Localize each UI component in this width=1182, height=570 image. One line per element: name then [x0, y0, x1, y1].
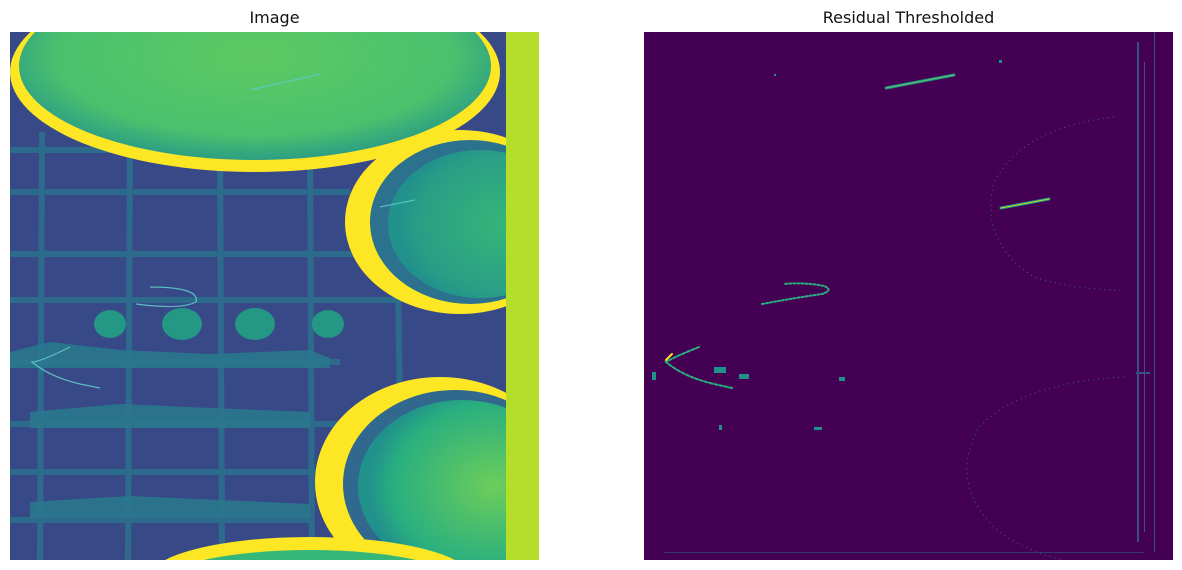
- image-heatmap: [10, 32, 539, 560]
- residual-arcs: [966, 116, 1125, 560]
- right-panel-title: Residual Thresholded: [822, 8, 995, 27]
- right-edge-strip: [506, 32, 539, 560]
- residual-heatmap: [644, 32, 1173, 560]
- image-panel: [10, 32, 539, 560]
- residual-streaks: [664, 73, 1051, 389]
- left-panel-title: Image: [249, 8, 300, 27]
- residual-panel: [644, 32, 1173, 560]
